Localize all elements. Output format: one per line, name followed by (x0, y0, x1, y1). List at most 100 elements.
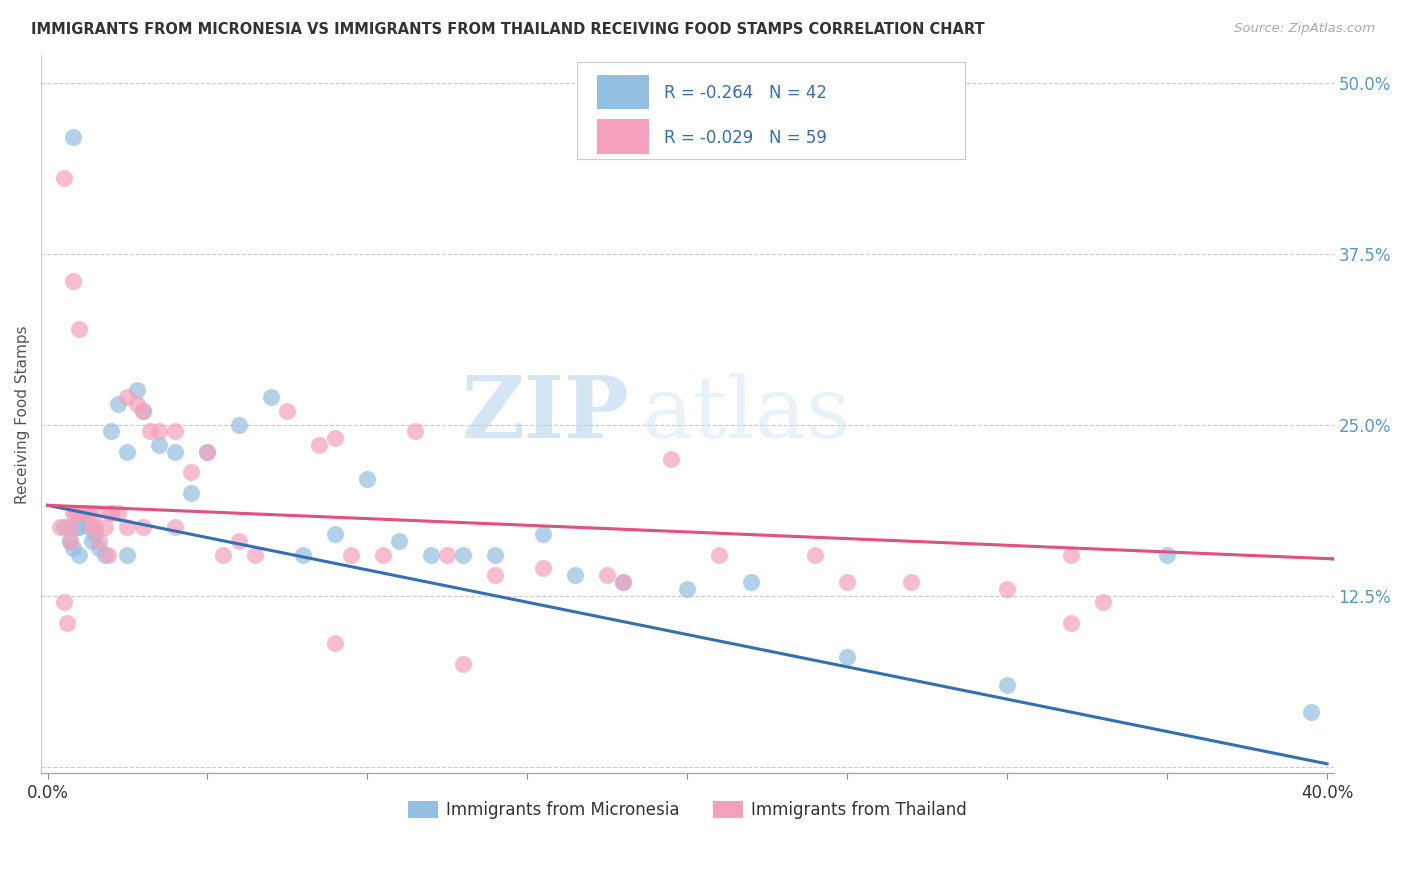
Point (276, 404, 298, 418)
Point (180, 466, 202, 480)
Point (69, 507, 91, 521)
Point (107, 507, 129, 521)
Point (325, 636, 347, 650)
Point (740, 574, 762, 589)
Point (356, 472, 378, 486)
Point (52, 520, 75, 534)
Point (75, 507, 97, 521)
Point (995, 582, 1018, 596)
Point (84, 507, 107, 521)
Point (82, 533, 104, 548)
Point (62, 541, 84, 555)
Point (165, 520, 187, 534)
Point (1156, 548, 1178, 562)
Point (59, 520, 82, 534)
Point (117, 548, 139, 562)
Point (388, 533, 411, 548)
Point (1092, 595, 1115, 609)
Point (87, 541, 110, 555)
FancyBboxPatch shape (578, 62, 965, 160)
Point (52, 171, 75, 186)
Text: ZIP: ZIP (461, 372, 628, 457)
Point (325, 527, 347, 541)
Text: Source: ZipAtlas.com: Source: ZipAtlas.com (1234, 22, 1375, 36)
Point (132, 404, 155, 418)
Point (165, 445, 187, 459)
Point (420, 548, 443, 562)
Point (139, 425, 162, 439)
Point (197, 445, 219, 459)
Point (165, 425, 187, 439)
Point (49, 520, 72, 534)
Point (1060, 615, 1083, 630)
Point (659, 451, 682, 466)
Point (100, 425, 122, 439)
Point (117, 390, 139, 404)
Point (531, 527, 554, 541)
Text: IMMIGRANTS FROM MICRONESIA VS IMMIGRANTS FROM THAILAND RECEIVING FOOD STAMPS COR: IMMIGRANTS FROM MICRONESIA VS IMMIGRANTS… (31, 22, 984, 37)
Point (709, 548, 731, 562)
Point (87, 533, 110, 548)
Point (77, 520, 100, 534)
Text: atlas: atlas (643, 373, 851, 456)
Point (84, 527, 107, 541)
Point (197, 445, 219, 459)
Point (65, 520, 87, 534)
Point (484, 548, 506, 562)
Point (100, 507, 122, 521)
Point (84, 520, 107, 534)
Point (308, 438, 330, 452)
Point (125, 397, 148, 411)
Point (564, 568, 586, 582)
Point (484, 568, 506, 582)
Point (77, 507, 100, 521)
Point (94, 520, 117, 534)
Point (59, 533, 82, 548)
Point (228, 533, 250, 548)
Point (125, 384, 148, 398)
Point (453, 657, 475, 671)
Point (148, 425, 170, 439)
Point (292, 548, 315, 562)
Point (69, 322, 91, 336)
Point (72, 507, 94, 521)
Point (107, 397, 129, 411)
Point (676, 582, 699, 596)
Point (612, 574, 634, 589)
Point (1301, 705, 1323, 719)
Point (82, 520, 104, 534)
Point (228, 417, 250, 432)
Point (52, 595, 75, 609)
FancyBboxPatch shape (596, 120, 648, 153)
Point (132, 404, 155, 418)
Point (148, 438, 170, 452)
Point (260, 390, 283, 404)
Point (94, 548, 117, 562)
Legend: Immigrants from Micronesia, Immigrants from Thailand: Immigrants from Micronesia, Immigrants f… (401, 795, 973, 826)
Point (373, 548, 395, 562)
Point (453, 548, 475, 562)
Point (62, 274, 84, 288)
Point (97, 548, 120, 562)
Point (117, 445, 139, 459)
Point (612, 574, 634, 589)
Point (69, 548, 91, 562)
Point (212, 548, 235, 562)
Point (69, 520, 91, 534)
Point (596, 568, 619, 582)
Point (1060, 548, 1083, 562)
Point (995, 677, 1018, 691)
Point (65, 507, 87, 521)
Point (180, 486, 202, 500)
Point (62, 507, 84, 521)
Point (531, 561, 554, 575)
Point (325, 431, 347, 445)
Point (436, 548, 458, 562)
Point (837, 574, 859, 589)
Point (804, 548, 827, 562)
Point (900, 574, 922, 589)
Point (75, 507, 97, 521)
Point (837, 650, 859, 665)
FancyBboxPatch shape (596, 75, 648, 109)
Point (72, 507, 94, 521)
